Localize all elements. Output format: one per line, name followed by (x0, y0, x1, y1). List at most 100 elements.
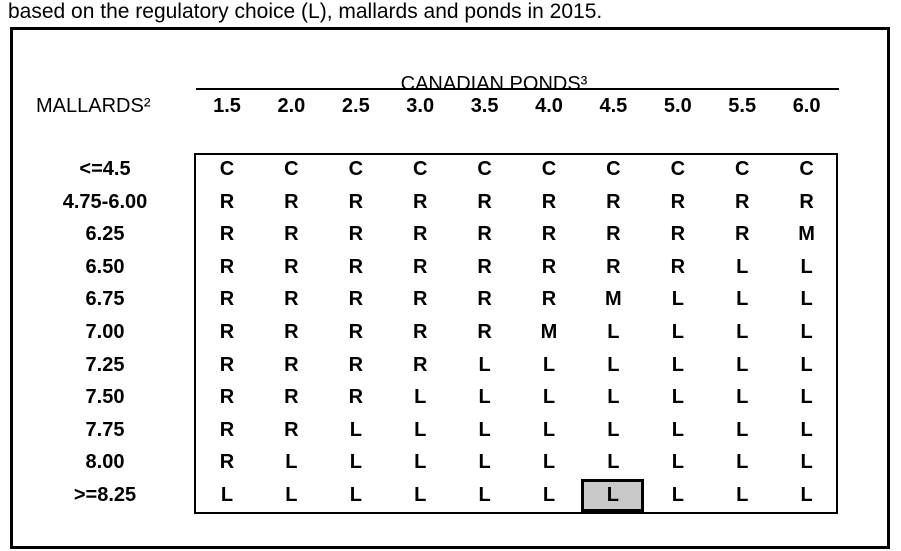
table-cell: R (606, 255, 621, 278)
table-cell: L (478, 353, 491, 376)
table-cell: R (412, 223, 428, 246)
table-cell: R (219, 353, 235, 376)
table-cell: C (734, 158, 750, 180)
table-cell: R (348, 223, 364, 246)
table-cell: L (478, 451, 491, 474)
table-cell: L (478, 386, 491, 409)
row-label: 7.75 (85, 418, 125, 441)
table-cell: R (284, 223, 299, 246)
row-label: 6.25 (85, 223, 125, 246)
table-cell: L (349, 451, 362, 474)
column-header: 3.5 (470, 95, 499, 117)
table-cell: R (477, 255, 492, 278)
table-cell: L (736, 386, 749, 409)
table-cell: R (219, 418, 235, 441)
table-cell: R (477, 223, 492, 246)
table-cell: L (607, 451, 620, 474)
table-cell: M (798, 223, 815, 246)
table-frame (10, 27, 890, 549)
table-cell: R (412, 321, 428, 343)
table-cell: R (412, 255, 428, 278)
table-cell: L (478, 418, 491, 441)
column-header: 2.5 (341, 95, 370, 117)
table-cell: L (736, 321, 749, 343)
table-cell: R (799, 190, 814, 213)
table-cell: R (219, 386, 235, 409)
column-header: 1.5 (213, 95, 241, 117)
table-cell: L (800, 353, 813, 376)
table-cell: R (348, 353, 364, 376)
table-cell: R (477, 190, 492, 213)
row-label: 7.50 (85, 386, 125, 409)
table-cell: L (607, 353, 620, 376)
table-cell: R (670, 255, 686, 278)
table-cell: L (736, 255, 749, 278)
table-cell: C (541, 158, 557, 180)
table-cell: R (477, 321, 492, 343)
table-cell: L (542, 418, 556, 441)
table-cell: L (800, 451, 813, 474)
table-cell: L (736, 418, 749, 441)
table-cell: L (800, 386, 813, 409)
table-cell: L (542, 386, 556, 409)
table-cell: R (219, 255, 235, 278)
table-cell: L (671, 386, 684, 409)
column-header: 6.0 (792, 95, 821, 117)
table-cell: L (414, 386, 427, 409)
table-cell: R (284, 190, 299, 213)
table-cell: M (540, 321, 558, 343)
column-header: 5.5 (728, 95, 757, 117)
table-cell: R (348, 255, 364, 278)
table-cell: L (671, 288, 684, 311)
column-header: 4.5 (599, 95, 628, 117)
table-cell: L (349, 418, 362, 441)
table-cell: L (542, 484, 556, 506)
table-cell: L (607, 418, 620, 441)
highlighted-cell: L (581, 479, 645, 512)
table-cell: R (412, 353, 428, 376)
header-divider (196, 88, 839, 90)
table-cell: R (670, 223, 686, 246)
table-cell: L (671, 451, 684, 474)
table-cell: L (800, 255, 813, 278)
row-label: >=8.25 (73, 484, 137, 506)
table-cell: R (348, 321, 364, 343)
column-header: 2.0 (277, 95, 306, 117)
table-cell: R (284, 418, 299, 441)
table-cell: R (412, 288, 428, 311)
table-cell: L (800, 418, 813, 441)
table-cell: R (219, 288, 235, 311)
table-cell: C (348, 158, 364, 180)
table-cell: L (800, 321, 813, 343)
table-cell: L (736, 451, 749, 474)
table-cell: L (220, 484, 234, 506)
row-label: 7.00 (85, 321, 125, 343)
table-cell: L (800, 288, 813, 311)
table-cell: R (734, 190, 750, 213)
table-cell: L (349, 484, 362, 506)
table-cell: L (542, 451, 556, 474)
table-cell: C (799, 158, 814, 180)
table-cell: L (800, 484, 813, 506)
table-cell: C (219, 158, 235, 180)
table-cell: R (734, 223, 750, 246)
row-label: 8.00 (85, 451, 125, 474)
table-cell: C (412, 158, 428, 180)
table-cell: R (284, 353, 299, 376)
row-label: 7.25 (85, 353, 125, 376)
table-cell: L (285, 451, 298, 474)
table-cell: R (219, 223, 235, 246)
table-cell: L (671, 418, 684, 441)
table-cell: L (414, 451, 427, 474)
table-cell: R (219, 190, 235, 213)
table-cell: M (605, 288, 622, 311)
table-cell: L (414, 484, 427, 506)
table-cell: R (284, 255, 299, 278)
column-header: 3.0 (406, 95, 435, 117)
table-cell: C (284, 158, 299, 180)
caption-text: based on the regulatory choice (L), mall… (8, 0, 603, 23)
table-cell: R (284, 321, 299, 343)
table-cell: R (541, 190, 557, 213)
column-header: 5.0 (663, 95, 692, 117)
table-cell: L (671, 321, 684, 343)
